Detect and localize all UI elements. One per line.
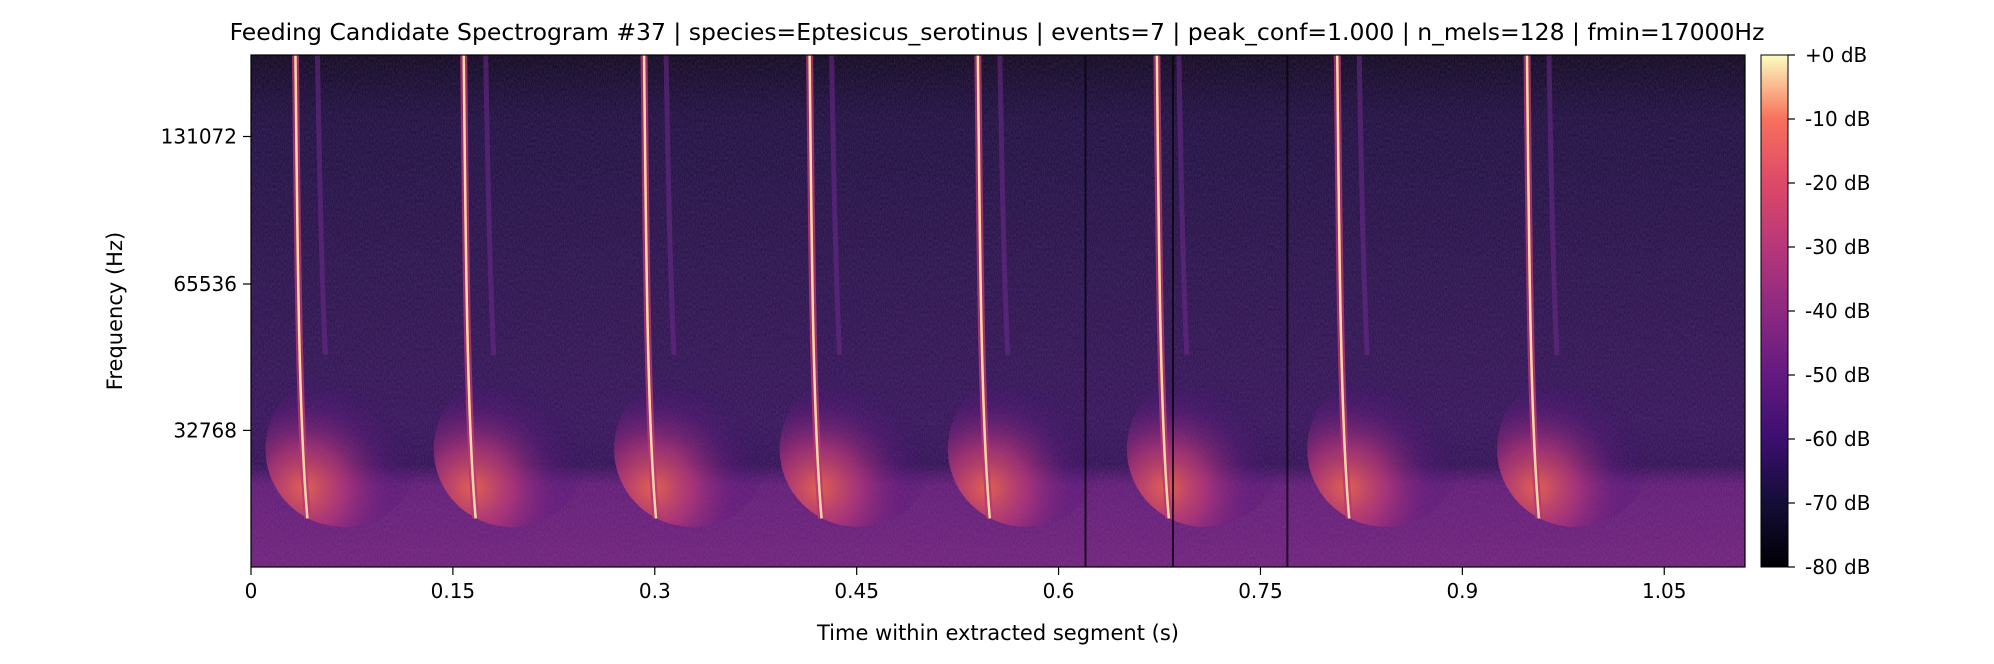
x-tick-label: 0.9 <box>1446 579 1478 603</box>
plot-area <box>251 55 1745 567</box>
call-5 <box>947 55 1104 527</box>
call-2 <box>433 55 590 527</box>
call-echo <box>663 55 677 356</box>
plot-frame <box>250 54 1746 568</box>
colorbar-tick-label: -40 dB <box>1805 299 1870 323</box>
call-echo <box>829 55 843 356</box>
colorbar <box>1760 54 1789 568</box>
call-sweep <box>462 55 477 519</box>
x-tick-label: 1.05 <box>1642 579 1687 603</box>
x-axis-label: Time within extracted segment (s) <box>816 621 1179 645</box>
x-tick-label: 0.45 <box>834 579 879 603</box>
chart-title: Feeding Candidate Spectrogram #37 | spec… <box>230 18 1765 46</box>
colorbar-tick-label: -10 dB <box>1805 107 1870 131</box>
y-tick-label: 65536 <box>173 272 237 296</box>
x-tick-label: 0 <box>245 579 258 603</box>
call-6 <box>1126 55 1283 527</box>
call-sweep <box>1155 55 1171 519</box>
call-energy <box>1307 370 1464 527</box>
colorbar-tick-label: -80 dB <box>1805 555 1870 579</box>
call-echo <box>483 55 497 356</box>
x-tick-label: 0.6 <box>1043 579 1075 603</box>
x-tick-label: 0.75 <box>1238 579 1283 603</box>
call-sweep <box>294 55 309 519</box>
call-echo <box>1546 55 1560 356</box>
y-axis: 32768 65536 131072 <box>161 125 251 442</box>
colorbar-tick-label: +0 dB <box>1805 43 1867 67</box>
call-8 <box>1496 55 1653 527</box>
call-energy <box>779 370 936 527</box>
y-axis-label: Frequency (Hz) <box>103 232 127 390</box>
call-sweep <box>1525 55 1541 519</box>
call-1 <box>265 55 422 527</box>
call-echo <box>314 55 328 356</box>
call-sweep <box>1335 55 1351 519</box>
colorbar-tick-label: -20 dB <box>1805 171 1870 195</box>
call-echo <box>997 55 1011 356</box>
x-axis: 0 0.15 0.3 0.45 0.6 0.75 0.9 1.05 <box>245 567 1687 603</box>
colorbar-tick-label: -30 dB <box>1805 235 1870 259</box>
call-echo <box>1356 55 1370 356</box>
colorbar-tick-label: -60 dB <box>1805 427 1870 451</box>
call-energy <box>433 370 590 527</box>
colorbar-tick-label: -70 dB <box>1805 491 1870 515</box>
call-sweep <box>976 55 992 519</box>
calls-layer <box>265 55 1653 567</box>
call-energy <box>1126 370 1283 527</box>
x-tick-label: 0.3 <box>639 579 671 603</box>
x-tick-label: 0.15 <box>431 579 476 603</box>
call-energy <box>1496 370 1653 527</box>
call-echo <box>1176 55 1190 356</box>
y-tick-label: 32768 <box>173 418 237 442</box>
call-7 <box>1307 55 1464 527</box>
call-sweep <box>642 55 658 519</box>
call-3 <box>614 55 771 527</box>
call-energy <box>614 370 771 527</box>
y-tick-label: 131072 <box>161 125 237 149</box>
call-4 <box>779 55 936 527</box>
colorbar-ticks: +0 dB -10 dB -20 dB -30 dB -40 dB -50 dB -60 d… <box>1788 43 1870 579</box>
call-energy <box>265 370 422 527</box>
call-sweep <box>808 55 823 519</box>
colorbar-tick-label: -50 dB <box>1805 363 1870 387</box>
call-energy <box>947 370 1104 527</box>
